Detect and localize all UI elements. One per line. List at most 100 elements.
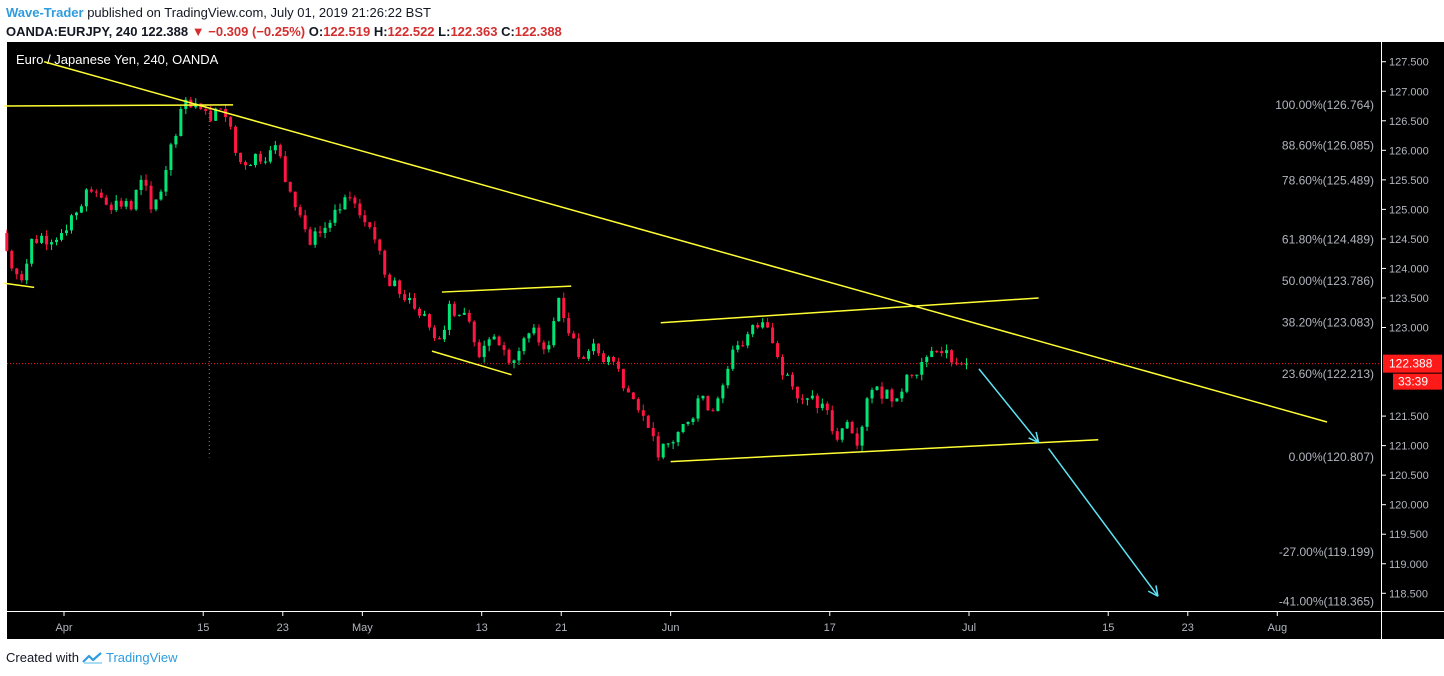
price-axis <box>1381 42 1444 612</box>
trendline <box>660 297 1039 324</box>
candles <box>5 96 969 461</box>
candle-body <box>890 389 894 402</box>
x-tick-label: 17 <box>824 622 836 634</box>
candle-body <box>408 297 412 301</box>
chart-header: Wave-Trader published on TradingView.com… <box>6 3 1436 41</box>
candle-body <box>656 436 660 458</box>
symbol-label: OANDA:EURJPY, 240 <box>6 24 138 39</box>
candle-body <box>850 422 854 434</box>
x-tick-label: 15 <box>1102 622 1114 634</box>
fib-level-label: -41.00%(118.365) <box>1279 594 1374 608</box>
candle-body <box>124 201 128 207</box>
trendline <box>670 438 1099 463</box>
candle-body <box>686 422 690 424</box>
candle-body <box>716 398 720 411</box>
candle-body <box>602 353 606 363</box>
candle-body <box>388 274 392 287</box>
candle-body <box>547 345 551 350</box>
candle-body <box>522 338 526 352</box>
fib-level-label: 100.00%(126.764) <box>1275 98 1374 112</box>
candle-body <box>960 363 964 365</box>
high-label: H: <box>373 24 388 39</box>
candle-body <box>214 108 218 121</box>
ohlc-line: OANDA:EURJPY, 240 122.388 ▼ −0.309 (−0.2… <box>6 22 1436 41</box>
candle-body <box>5 233 9 251</box>
candle-body <box>527 333 531 339</box>
candle-body <box>646 415 650 428</box>
high-value: 122.522 <box>387 24 435 39</box>
candle-body <box>492 336 496 340</box>
candle-body <box>204 108 208 111</box>
candle-body <box>875 386 879 390</box>
candle-body <box>577 338 581 358</box>
candle-body <box>437 338 441 340</box>
x-tick-label: Apr <box>55 622 72 634</box>
candle-body <box>766 322 770 328</box>
author-link[interactable]: Wave-Trader <box>6 5 84 20</box>
y-tick-label: 123.500 <box>1389 293 1429 305</box>
candle-body <box>900 391 904 399</box>
candle-body <box>472 321 476 343</box>
x-tick-label: 21 <box>555 622 567 634</box>
candle-body <box>537 327 541 343</box>
y-tick-label: 124.500 <box>1389 234 1429 246</box>
candle-body <box>169 144 173 171</box>
candle-body <box>626 388 630 393</box>
last-price: 122.388 <box>141 24 189 39</box>
candle-body <box>830 410 834 432</box>
candle-body <box>114 200 118 211</box>
candle-body <box>447 303 451 330</box>
last-price-badge <box>1383 354 1442 373</box>
candle-body <box>676 432 680 443</box>
footer: Created with TradingView <box>6 650 178 665</box>
candle-body <box>482 345 486 358</box>
candle-body <box>567 317 571 334</box>
candle-body <box>234 126 238 153</box>
close-label: C: <box>501 24 515 39</box>
candle-body <box>353 197 357 204</box>
candle-body <box>880 386 884 399</box>
candle-body <box>462 312 466 315</box>
candle-body <box>418 308 422 316</box>
candle-body <box>671 442 675 444</box>
candle-body <box>731 349 735 369</box>
candle-body <box>64 230 68 233</box>
candle-body <box>810 395 814 399</box>
candle-body <box>119 200 123 207</box>
candle-body <box>164 170 168 192</box>
candle-body <box>920 361 924 375</box>
trendline <box>4 104 234 107</box>
arrow-head <box>1147 590 1159 597</box>
candle-body <box>79 206 83 213</box>
candle-body <box>403 294 407 301</box>
countdown-label: 33:39 <box>1398 375 1428 389</box>
candle-body <box>229 117 233 127</box>
candle-body <box>940 351 944 354</box>
candle-body <box>756 325 760 328</box>
candle-body <box>915 374 919 376</box>
x-tick-label: May <box>352 622 373 634</box>
candle-body <box>945 350 949 354</box>
candle-body <box>611 357 615 362</box>
candle-body <box>795 386 799 399</box>
candle-body <box>666 443 670 445</box>
candle-body <box>820 403 824 409</box>
chart-title: Euro / Japanese Yen, 240, OANDA <box>16 52 219 67</box>
candle-body <box>318 231 322 233</box>
price-chart[interactable]: Euro / Japanese Yen, 240, OANDA 127.500 12… <box>0 42 1444 640</box>
candle-body <box>631 392 635 400</box>
candle-body <box>741 345 745 347</box>
tradingview-link[interactable]: TradingView <box>82 650 178 665</box>
candle-body <box>746 334 750 346</box>
candle-body <box>736 345 740 350</box>
candle-body <box>865 398 869 427</box>
candle-body <box>298 207 302 216</box>
last-price-label: 122.388 <box>1389 357 1433 371</box>
fib-level-label: -27.00%(119.199) <box>1279 545 1374 559</box>
candle-body <box>363 215 367 223</box>
y-tick-label: 127.000 <box>1389 86 1429 98</box>
candle-body <box>413 297 417 309</box>
candle-body <box>219 108 223 110</box>
candle-body <box>10 250 14 269</box>
candle-body <box>50 242 54 245</box>
